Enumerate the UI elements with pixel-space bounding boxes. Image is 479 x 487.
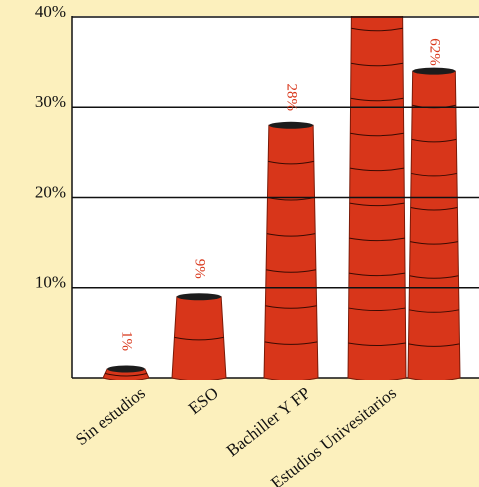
bar-stripe — [348, 342, 406, 347]
bar-top — [412, 67, 456, 75]
bar-stripe — [409, 241, 459, 245]
y-tick-label: 30% — [35, 92, 66, 111]
bar-stripe — [408, 309, 460, 313]
bar-stripe — [104, 373, 148, 377]
bar-group — [407, 67, 461, 380]
bar-stripe — [350, 97, 404, 102]
bar-stripe — [349, 202, 405, 207]
bar-stripe — [411, 172, 457, 177]
bar-group — [171, 293, 227, 380]
bar-group — [347, 16, 407, 380]
bar-stripe — [411, 138, 457, 143]
value-label: 28% — [284, 84, 300, 112]
bar — [171, 296, 227, 380]
bar — [263, 124, 319, 380]
bar-stripe — [350, 132, 404, 137]
bar-stripe — [408, 343, 460, 347]
y-tick-label: 10% — [35, 273, 66, 292]
bar-stripe — [265, 305, 317, 309]
bar-stripe — [264, 341, 318, 345]
bar-stripe — [409, 275, 459, 279]
bar — [347, 16, 407, 380]
value-label: 9% — [192, 259, 208, 279]
bar-stripe — [349, 237, 405, 242]
bar-top — [107, 365, 145, 373]
bar-stripe — [410, 207, 458, 211]
bar-stripe — [268, 160, 314, 165]
bar-top — [176, 293, 222, 301]
y-tick-label: 40% — [35, 2, 66, 21]
bar-stripe — [348, 272, 406, 277]
bar-stripe — [350, 62, 404, 67]
bar-group — [263, 121, 319, 380]
bar-stripe — [265, 269, 317, 273]
bar-stripe — [351, 27, 403, 32]
bar-stripe — [174, 336, 224, 341]
value-label: 62% — [427, 38, 443, 66]
bar-group — [102, 365, 150, 380]
y-tick-label: 20% — [35, 182, 66, 201]
bar-stripe — [266, 233, 316, 237]
bar-stripe — [349, 167, 405, 172]
value-label: 1% — [119, 331, 135, 351]
bar — [407, 70, 461, 380]
bar-top — [268, 121, 314, 129]
bar-stripe — [348, 307, 406, 312]
